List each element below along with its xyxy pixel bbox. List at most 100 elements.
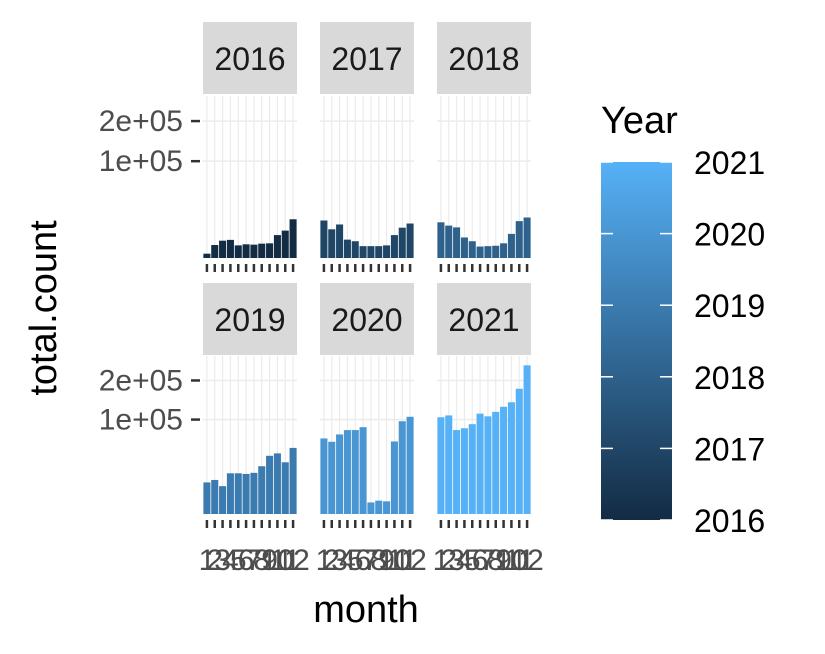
bar — [468, 241, 476, 258]
x-tick-label: 5 — [347, 544, 364, 577]
x-tick-label: 6 — [238, 544, 255, 577]
x-tick-label: 1 — [433, 544, 450, 577]
bar — [203, 482, 211, 514]
bar — [258, 466, 266, 514]
bar — [515, 221, 523, 258]
bar — [484, 416, 492, 514]
bar — [507, 402, 515, 514]
x-tick-label: 8 — [253, 544, 270, 577]
legend-label: 2019 — [694, 288, 765, 324]
x-tick-label: 11 — [270, 544, 301, 577]
facet-strip-label: 2021 — [448, 302, 519, 338]
facet-strip — [320, 283, 414, 355]
x-tick-label: 12 — [510, 544, 543, 577]
bar — [460, 428, 468, 514]
y-tick-label: 1e+05 — [99, 145, 183, 178]
y-tick-label: 2e+05 — [99, 105, 183, 138]
facet-panels: 2016 2017 2018 2019 2020 2021 — [203, 22, 531, 514]
bar — [437, 222, 445, 258]
facet-strip-label: 2020 — [331, 302, 402, 338]
x-tick-label: 4 — [222, 544, 239, 577]
facet-strip — [203, 22, 297, 94]
bar — [234, 245, 242, 258]
bar — [476, 413, 484, 514]
facet-strip — [320, 22, 414, 94]
bar — [476, 246, 484, 258]
bar — [250, 472, 258, 514]
bar — [266, 455, 274, 514]
facet-strip-label: 2019 — [214, 302, 285, 338]
bar — [226, 473, 234, 514]
legend-title: Year — [601, 100, 678, 142]
bar — [320, 438, 328, 514]
bar — [234, 473, 242, 514]
bar — [242, 473, 250, 514]
bar — [383, 501, 391, 514]
bar — [219, 240, 227, 258]
x-tick-label: 2 — [206, 544, 223, 577]
x-tick-label: 1 — [199, 544, 216, 577]
bar — [515, 388, 523, 514]
y-axis-title: total.count — [23, 220, 65, 396]
bar — [289, 219, 297, 258]
x-tick-label: 12 — [393, 544, 426, 577]
x-tick-label: 8 — [487, 544, 504, 577]
x-tick-label: 7 — [363, 544, 380, 577]
bar — [484, 246, 492, 258]
bar — [523, 217, 531, 258]
x-tick-label: 3 — [214, 544, 231, 577]
bar — [375, 246, 383, 258]
x-tick-label: 6 — [472, 544, 489, 577]
x-tick-label: 2 — [323, 544, 340, 577]
bar — [453, 430, 461, 514]
bar — [258, 243, 266, 258]
bar — [320, 220, 328, 258]
bar — [211, 245, 219, 258]
facet-panel-2016: 2016 — [203, 22, 297, 258]
facet-panel-2021: 2021 — [437, 283, 531, 514]
facet-panel-2019: 2019 — [203, 283, 297, 514]
x-tick-label: 9 — [495, 544, 512, 577]
bar — [453, 227, 461, 258]
facet-panel-2018: 2018 — [437, 22, 531, 258]
x-tick-label: 4 — [339, 544, 356, 577]
bar — [492, 245, 500, 258]
facet-strip-label: 2016 — [214, 41, 285, 77]
bar — [523, 365, 531, 514]
bar — [281, 462, 289, 514]
bar — [328, 229, 336, 258]
bar — [226, 239, 234, 258]
bar — [328, 441, 336, 514]
x-tick-label: 6 — [355, 544, 372, 577]
facet-panel-2017: 2017 — [320, 22, 414, 258]
bar — [359, 246, 367, 258]
bar — [390, 235, 398, 258]
bar — [351, 241, 359, 258]
y-axes: 1e+05 2e+05 1e+05 2e+05 — [99, 105, 200, 437]
bar — [375, 500, 383, 514]
bar — [336, 434, 344, 514]
x-tick-label: 10 — [261, 544, 294, 577]
x-tick-label: 5 — [230, 544, 247, 577]
bar — [437, 417, 445, 514]
x-tick-label: 11 — [504, 544, 535, 577]
facet-panel-2020: 2020 — [320, 283, 414, 514]
x-tick-label: 3 — [448, 544, 465, 577]
color-legend: Year 2016 2017 2018 2019 2020 2021 — [601, 100, 765, 539]
y-tick-label: 1e+05 — [99, 404, 183, 437]
bar — [343, 430, 351, 514]
x-tick-label: 9 — [261, 544, 278, 577]
bar — [500, 243, 508, 258]
x-axis-title: month — [313, 589, 419, 631]
facet-strip — [203, 283, 297, 355]
legend-label: 2020 — [694, 217, 765, 253]
bar — [273, 453, 281, 514]
facet-strip-label: 2018 — [448, 41, 519, 77]
bar — [398, 227, 406, 258]
bar — [289, 447, 297, 514]
bar — [507, 233, 515, 258]
x-tick-label: 11 — [387, 544, 418, 577]
bar — [445, 225, 453, 258]
